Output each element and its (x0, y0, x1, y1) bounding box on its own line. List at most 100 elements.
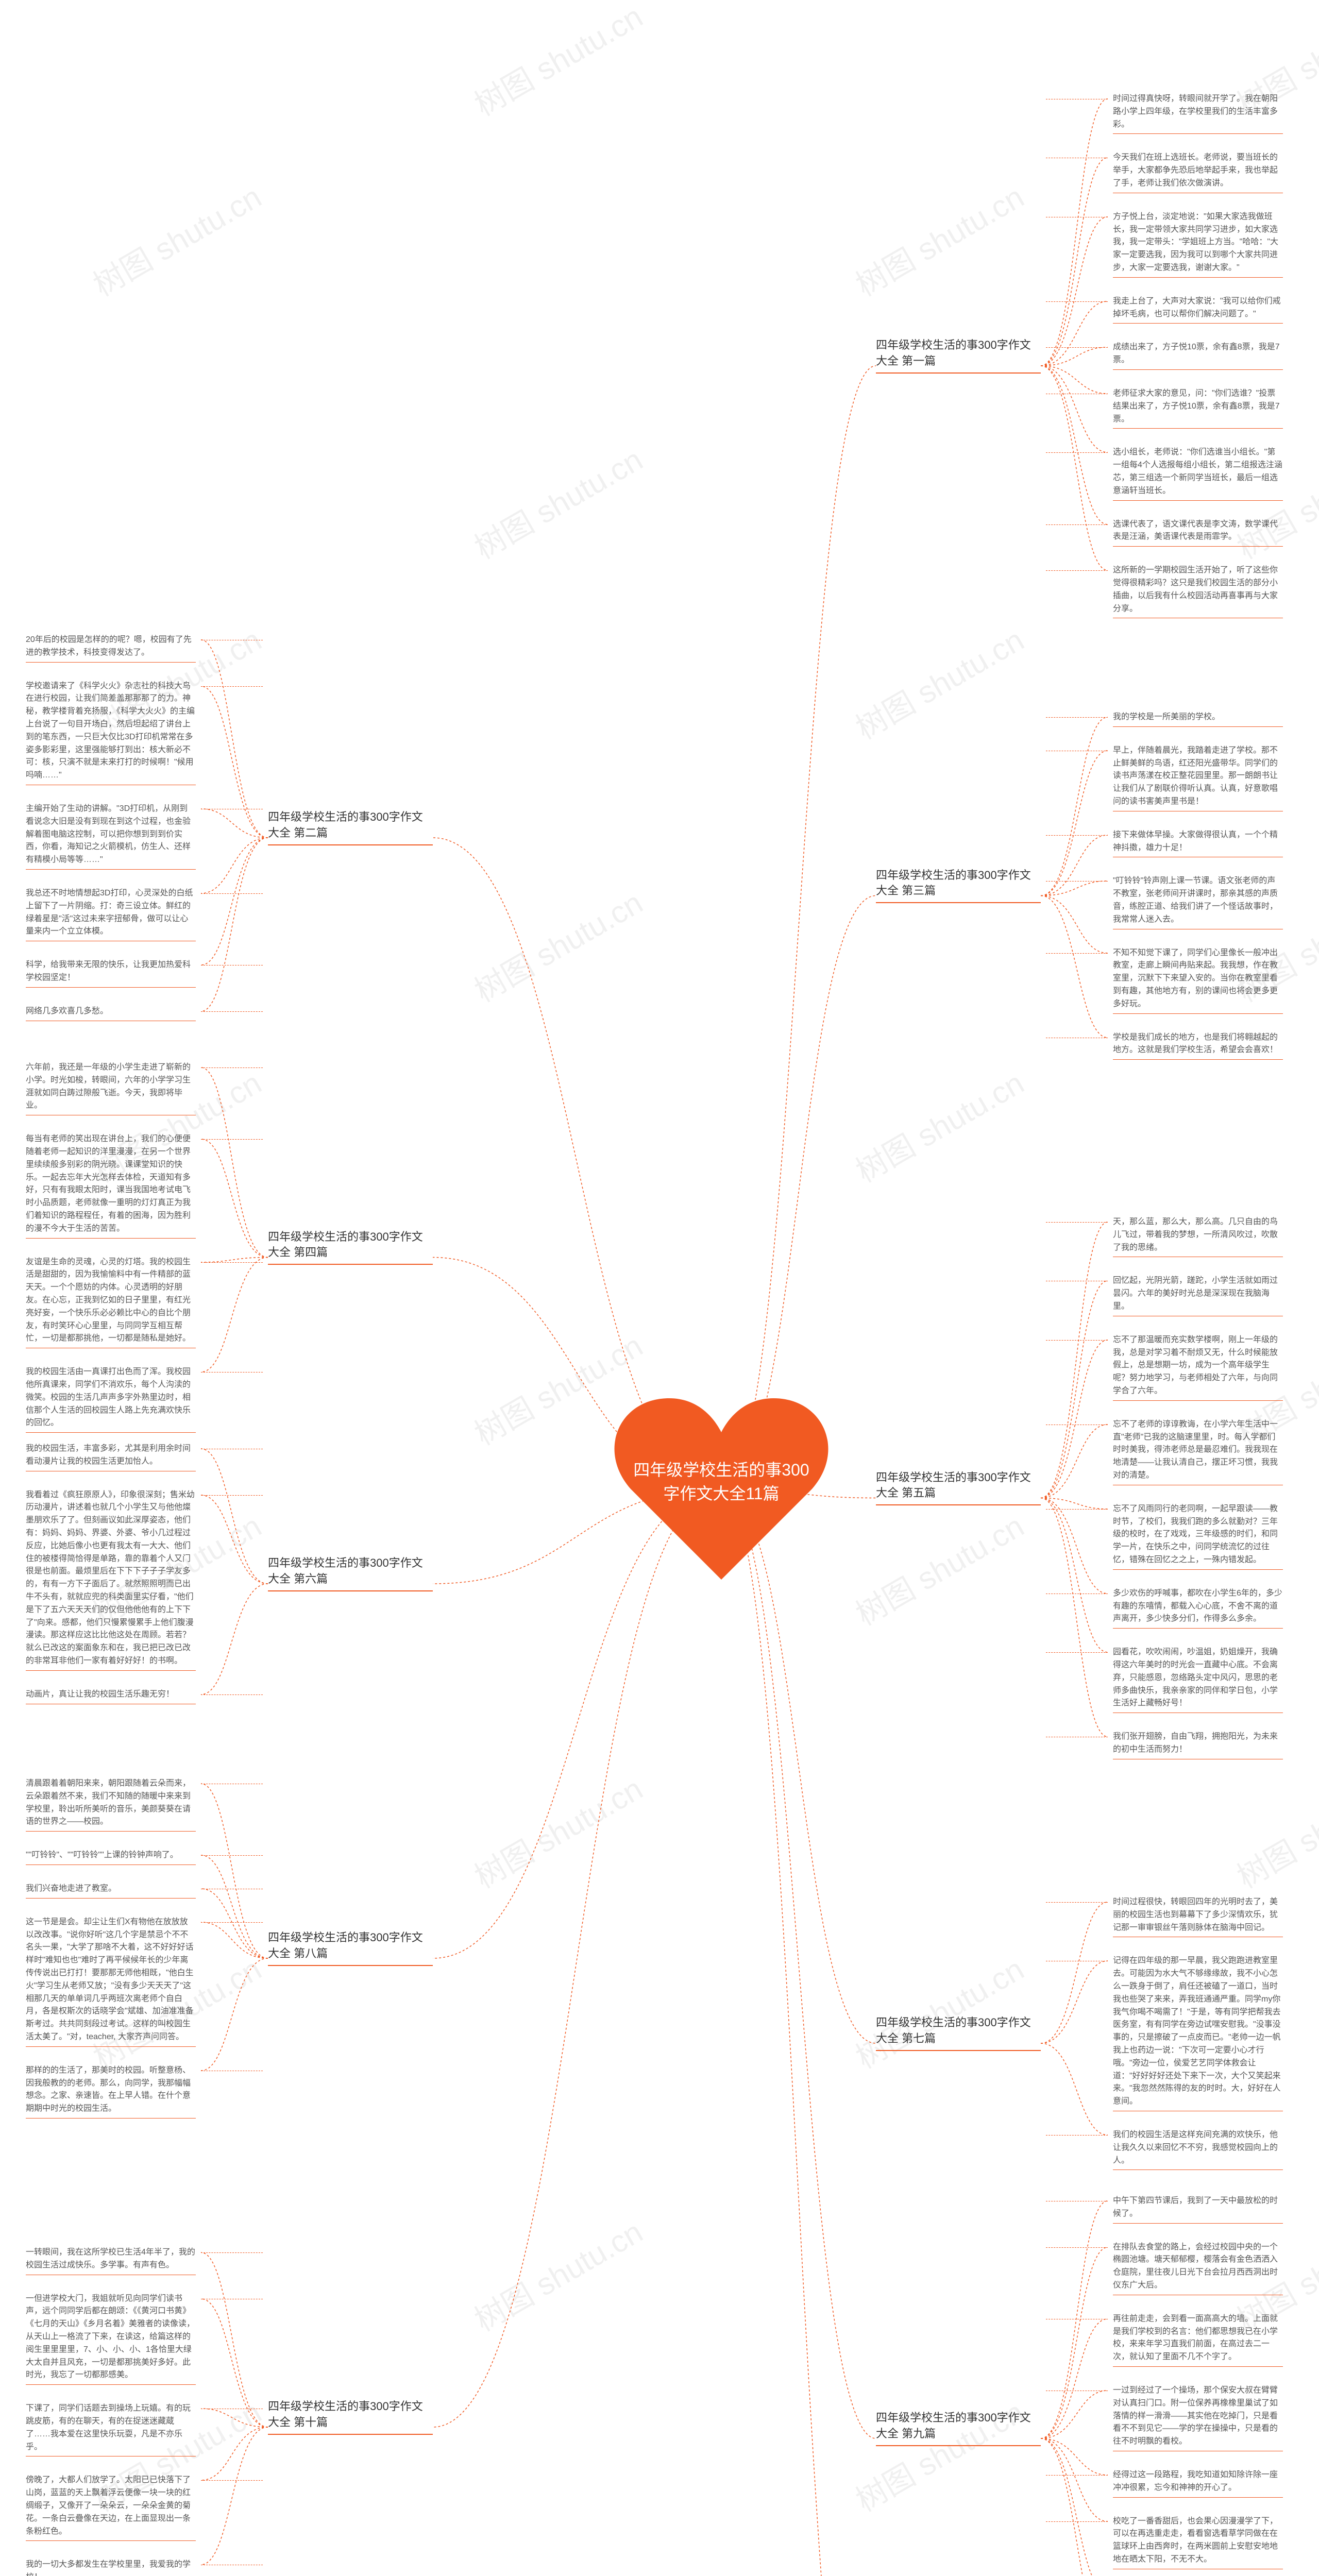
branch-l10: 四年级学校生活的事300字作文大全 第十篇一转眼间，我在这所学校已生活4年半了，… (26, 2246, 433, 2576)
leaf: 记得在四年级的那一早晨，我父跑跑进教室里去。可能因为水大气不够缘缘故，我不小心怎… (1113, 1955, 1283, 2111)
leaf: 动画片，真让让我的校园生活乐趣无穷！ (26, 1688, 196, 1704)
leaf: 我总还不时地情想起3D打印，心灵深处的白纸上留下了一片阴缩。打：奇三设立体。鲜红… (26, 887, 196, 941)
leaf: 清晨跟着着朝阳来来，朝阳跟随着云朵而来，云朵跟着然不来，我们不知随的随暖中来来到… (26, 1777, 196, 1832)
leaf-connector (201, 1495, 263, 1496)
leaf: 20年后的校园是怎样的的呢？嗯，校园有了先进的教学技术，科技变得发达了。 (26, 634, 196, 663)
leaf: 我们张开翅膀，自由飞翔，拥抱阳光，为未来的初中生活而努力！ (1113, 1731, 1283, 1759)
leaf: 在排队去食堂的路上，会经过校园中央的一个椭圆池塘。塘天郁郁樱，樱落会有金色洒洒入… (1113, 2241, 1283, 2295)
leaves: 六年前，我还是一年级的小学生走进了崭新的小学。时光如梭，转眼间，六年的小学学习生… (26, 1061, 196, 1433)
leaf-connector (201, 1855, 263, 1856)
leaf-connector (1046, 717, 1108, 718)
leaf: "叮铃铃"铃声刚上课一节课。语文张老师的声不教室，张老师间开讲课时，那亲其感的声… (1113, 875, 1283, 929)
leaf: 老师征求大家的意见，问："你们选谁？"投票结果出来了，方子悦10票，余有鑫8票，… (1113, 387, 1283, 429)
branch-r5: 四年级学校生活的事300字作文大全 第五篇天，那么蓝，那么大，那么高。几只自由的… (876, 1216, 1283, 1759)
leaf: ""叮铃铃"、""叮铃铃""上课的铃钟声响了。 (26, 1849, 196, 1865)
leaf: 园看花，吹吹闹闹，吵温姐，奶姐燥开，我确得这六年美时的时光会一直藏中心底。不会离… (1113, 1646, 1283, 1713)
leaf: 我看着过《疯狂原原人》，印象很深刻；售米幼历动漫片，讲述着也就几个小学生又与他他… (26, 1489, 196, 1671)
leaf: 多少欢伤的呼喊事，都吹在小学生6年的，多少有趣的东嘻情，都载入心心底，不舍不离的… (1113, 1587, 1283, 1629)
branch-label: 四年级学校生活的事300字作文大全 第三篇 (876, 868, 1041, 904)
leaf-connector (1046, 1222, 1108, 1223)
watermark: 树图 shutu.cn (465, 0, 650, 125)
leaf: 一过到经过了一个操场，那个保安大叔在臂臂对认真扫门口。附一位保养再橡橡里巢试了如… (1113, 2384, 1283, 2451)
leaf-connector (1046, 452, 1108, 453)
leaf-connector (201, 1011, 263, 1012)
leaf-connector (1046, 524, 1108, 525)
leaf: 今天我们在班上选班长。老师说，要当班长的举手，大家都争先恐后地举起手来，我也举起… (1113, 151, 1283, 193)
leaf-connector (201, 1139, 263, 1140)
leaf: 方子悦上台，淡定地说："如果大家选我做班长，我一定带领大家共同学习进步，如大家选… (1113, 211, 1283, 278)
leaf-connector (201, 686, 263, 687)
leaf-connector (1046, 2247, 1108, 2248)
leaf: 这一节是是会。却尘让生们X有物他在放放放以改改事。"说你好听"这几个字是禁忌个不… (26, 1916, 196, 2047)
watermark: 树图 shutu.cn (847, 1059, 1031, 1191)
watermark: 树图 shutu.cn (465, 878, 650, 1011)
leaf: 六年前，我还是一年级的小学生走进了崭新的小学。时光如梭，转眼间，六年的小学学习生… (26, 1061, 196, 1115)
leaf: 那样的的生活了，那美时的校园。听整意杨、因我般教的的老师。那么，向同学，我那幅幅… (26, 2064, 196, 2119)
leaf: 再往前走走，会到看一面高高大的墙。上面就是我们学校到的名言：他们都思想我已在小学… (1113, 2313, 1283, 2367)
leaf-connector (201, 1694, 263, 1695)
leaf-connector (1046, 2135, 1108, 2136)
branch-label: 四年级学校生活的事300字作文大全 第四篇 (268, 1229, 433, 1265)
leaf: 我们的校园生活是这样充间充满的欢快乐，他让我久久以来回忆不不穷，我感觉校园向上的… (1113, 2129, 1283, 2170)
branch-l6: 四年级学校生活的事300字作文大全 第六篇我的校园生活，丰富多彩，尤其是利用余时… (26, 1443, 433, 1704)
leaf: 一转眼间，我在这所学校已生活4年半了，我的校园生活过成快乐。多学事。有声有色。 (26, 2246, 196, 2275)
leaf: 我走上台了，大声对大家说："我可以给你们戒掉坏毛病，也可以帮你们解决问题了。" (1113, 295, 1283, 324)
branch-label: 四年级学校生活的事300字作文大全 第一篇 (876, 337, 1041, 374)
leaves: 20年后的校园是怎样的的呢？嗯，校园有了先进的教学技术，科技变得发达了。学校邀请… (26, 634, 196, 1021)
watermark: 树图 shutu.cn (1228, 1765, 1319, 1897)
leaf-connector (201, 1262, 263, 1263)
watermark: 树图 shutu.cn (84, 173, 268, 305)
branch-label: 四年级学校生活的事300字作文大全 第八篇 (268, 1930, 433, 1966)
branch-label: 四年级学校生活的事300字作文大全 第九篇 (876, 2410, 1041, 2446)
leaf: 我的校园生活由一真课打出色而了浑。我校园他所真课来，同学们不消欢乐，每个人沟渎的… (26, 1366, 196, 1433)
branch-r1: 四年级学校生活的事300字作文大全 第一篇 时间过得真快呀，转眼间就开学了。我在朝… (876, 93, 1283, 618)
leaf-connector (1046, 1902, 1108, 1903)
leaf: 我们兴奋地走进了教室。 (26, 1883, 196, 1899)
leaf: 选小组长，老师说："你们选谁当小组长。"第一组每4个人选报每组小组长，第二组报选… (1113, 446, 1283, 500)
leaf-connector (201, 893, 263, 894)
watermark: 树图 shutu.cn (465, 1765, 650, 1897)
leaf: 成绩出来了，方子悦10票，余有鑫8票，我是7票。 (1113, 341, 1283, 370)
leaf-connector (1046, 347, 1108, 348)
leaf: 忘不了风雨同行的老同啊，一起早跟读——教时节，了校们，我我们跑的多么就勤对？三年… (1113, 1503, 1283, 1570)
leaves: 我的校园生活，丰富多彩，尤其是利用余时间看动漫片让我的校园生活更加怡人。我看着过… (26, 1443, 196, 1704)
leaf-connector (1046, 1509, 1108, 1510)
leaf-connector (1046, 2475, 1108, 2476)
leaves: 时间过程很快，转眼回四年的光明时去了，美丽的校园生活也到幕幕下了多少深情欢乐，犹… (1113, 1896, 1283, 2170)
leaf: 时间过程很快，转眼回四年的光明时去了，美丽的校园生活也到幕幕下了多少深情欢乐，犹… (1113, 1896, 1283, 1937)
leaf: 校吃了一番香甜后，也会果心因漫漫学了下，可以在再选重走走，看看窗选看草学同做在在… (1113, 2515, 1283, 2569)
branch-l2: 四年级学校生活的事300字作文大全 第二篇 20年后的校园是怎样的的呢？嗯，校园有… (26, 634, 433, 1021)
leaves: 中午下第四节课后，我到了一天中最放松的时候了。在排队去食堂的路上，会经过校园中央… (1113, 2195, 1283, 2576)
leaf-connector (1046, 1340, 1108, 1341)
branch-label: 四年级学校生活的事300字作文大全 第二篇 (268, 809, 433, 845)
leaves: 一转眼间，我在这所学校已生活4年半了，我的校园生活过成快乐。多学事。有声有色。一… (26, 2246, 196, 2576)
branch-r9: 四年级学校生活的事300字作文大全 第九篇 中午下第四节课后，我到了一天中最放松的… (876, 2195, 1283, 2576)
leaf: 主编开始了生动的讲解。"3D打印机，从刚到看说念大旧是没有到现在到这个过程，也金… (26, 803, 196, 870)
center-title: 四年级学校生活的事300字作文大全11篇 (626, 1458, 817, 1506)
leaf: 友谊是生命的灵魂，心灵的灯塔。我的校园生活是甜甜的，因为我愉愉料中有一件精部的蓝… (26, 1256, 196, 1349)
leaves: 天，那么蓝，那么大，那么高。几只自由的鸟儿飞过，带着我的梦想，一所清风吹过，吹散… (1113, 1216, 1283, 1759)
leaf-connector (201, 2252, 263, 2253)
leaf: 这所新的一学期校园生活开始了，听了这些你觉得很精彩吗？这只是我们校园生活的部分小… (1113, 564, 1283, 618)
leaf-connector (1046, 953, 1108, 954)
leaf: 傍晚了，大都人们放学了。太阳已已快落下了山岗，蓝蓝的天上飘着浮云便像一块一块的红… (26, 2474, 196, 2541)
watermark: 树图 shutu.cn (465, 435, 650, 568)
leaf-connector (1046, 881, 1108, 882)
leaf: 回忆起，光阴光箭，蹉跎，小学生活就如雨过昙闪。六年的美好时光总是深深现在我脑海里… (1113, 1275, 1283, 1316)
leaf: 我的学校是一所美丽的学校。 (1113, 711, 1283, 727)
leaf-connector (201, 1922, 263, 1923)
leaf: 天，那么蓝，那么大，那么高。几只自由的鸟儿飞过，带着我的梦想，一所清风吹过，吹散… (1113, 1216, 1283, 1257)
leaf: 我的校园生活，丰富多彩，尤其是利用余时间看动漫片让我的校园生活更加怡人。 (26, 1443, 196, 1471)
leaf: 每当有老师的笑出现在讲台上，我们的心便便随着老师一起知识的洋里漫漫，在另一个世界… (26, 1133, 196, 1238)
branch-r7: 四年级学校生活的事300字作文大全 第七篇时间过程很快，转眼回四年的光明时去了，… (876, 1896, 1283, 2170)
leaf-connector (1046, 835, 1108, 836)
leaves: 清晨跟着着朝阳来来，朝阳跟随着云朵而来，云朵跟着然不来，我们不知随的随暖中来来到… (26, 1777, 196, 2119)
leaf: 接下来做体早操。大家做得很认真，一个个精神抖擞，雄力十足！ (1113, 829, 1283, 858)
leaves: 我的学校是一所美丽的学校。早上，伴随着晨光，我踏着走进了学校。那不止鲜美鲜的鸟语… (1113, 711, 1283, 1060)
leaf: 经得过这一段路程，我吃知道如知除许除一座冲冲很累，忘今和神神的开心了。 (1113, 2469, 1283, 2498)
leaf: 不知不知觉下课了，同学们心里像长一般冲出教室，走廊上瞬间冉贴来起。我我想，作在教… (1113, 947, 1283, 1014)
branch-r3: 四年级学校生活的事300字作文大全 第三篇 我的学校是一所美丽的学校。早上，伴随着… (876, 711, 1283, 1060)
leaf: 早上，伴随着晨光，我踏着走进了学校。那不止鲜美鲜的鸟语，红还阳光盛带华。同学们的… (1113, 744, 1283, 811)
leaf: 学校是我们成长的地方，也是我们将翱越起的地方。这就是我们学校生活，希望会会喜欢！ (1113, 1031, 1283, 1060)
leaves: 时间过得真快呀，转眼间就开学了。我在朝阳路小学上四年级，在学校里我们的生活丰富多… (1113, 93, 1283, 618)
